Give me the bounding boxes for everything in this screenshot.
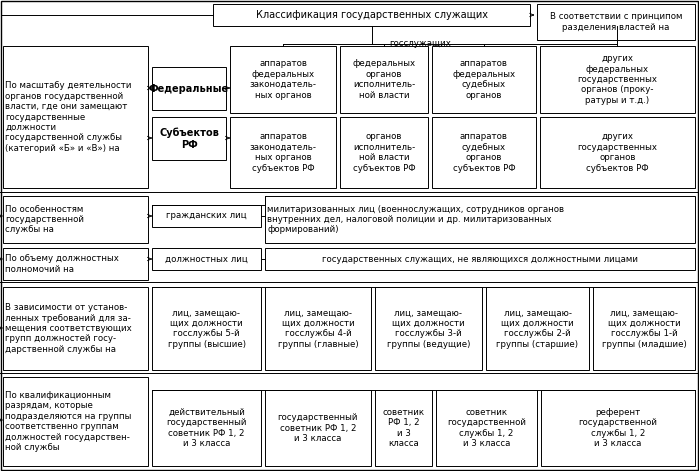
Bar <box>265 196 695 243</box>
Bar <box>3 287 148 370</box>
Bar <box>3 46 148 188</box>
Text: По объему должностных
полномочий на: По объему должностных полномочий на <box>5 254 119 274</box>
Text: других
федеральных
государственных
органов (проку-
ратуры и т.д.): других федеральных государственных орган… <box>577 54 658 105</box>
Bar <box>3 248 148 280</box>
Text: действительный
государственный
советник РФ 1, 2
и 3 класса: действительный государственный советник … <box>166 408 247 448</box>
Text: органов
исполнитель-
ной власти
субъектов РФ: органов исполнитель- ной власти субъекто… <box>353 132 415 172</box>
Text: Федеральные: Федеральные <box>149 83 229 94</box>
Bar <box>540 117 695 188</box>
Bar <box>3 377 148 466</box>
Bar <box>3 196 148 243</box>
Bar <box>152 67 226 110</box>
Bar <box>152 205 261 227</box>
Text: лиц, замещаю-
щих должности
госслужбы 4-й
группы (главные): лиц, замещаю- щих должности госслужбы 4-… <box>278 309 359 349</box>
Text: милитаризованных лиц (военнослужащих, сотрудников органов
внутренних дел, налого: милитаризованных лиц (военнослужащих, со… <box>267 204 564 235</box>
Bar <box>265 390 371 466</box>
Text: референт
государственной
службы 1, 2
и 3 класса: референт государственной службы 1, 2 и 3… <box>579 408 658 448</box>
Text: государственный
советник РФ 1, 2
и 3 класса: государственный советник РФ 1, 2 и 3 кла… <box>278 413 359 443</box>
Text: лиц, замещаю-
щих должности
госслужбы 2-й
группы (старшие): лиц, замещаю- щих должности госслужбы 2-… <box>496 309 579 349</box>
Text: Субъектов
РФ: Субъектов РФ <box>159 128 219 150</box>
Text: В соответствии с принципом
разделения властей на: В соответствии с принципом разделения вл… <box>549 12 682 32</box>
Text: госслужащих: госслужащих <box>389 40 451 49</box>
Text: аппаратов
федеральных
законодатель-
ных органов: аппаратов федеральных законодатель- ных … <box>250 59 317 99</box>
Text: Классификация государственных служащих: Классификация государственных служащих <box>256 10 487 20</box>
Bar <box>375 390 432 466</box>
Bar <box>213 4 530 26</box>
Text: лиц, замещаю-
щих должности
госслужбы 3-й
группы (ведущие): лиц, замещаю- щих должности госслужбы 3-… <box>387 309 470 349</box>
Text: государственных служащих, не являющихся должностными лицами: государственных служащих, не являющихся … <box>322 254 638 263</box>
Bar <box>265 287 371 370</box>
Bar <box>152 248 261 270</box>
Bar <box>537 4 695 40</box>
Text: других
государственных
органов
субъектов РФ: других государственных органов субъектов… <box>577 132 658 172</box>
Text: В зависимости от установ-
ленных требований для за-
мещения соответствующих
груп: В зависимости от установ- ленных требова… <box>5 303 131 354</box>
Bar <box>152 117 226 160</box>
Text: советник
государственной
службы 1, 2
и 3 класса: советник государственной службы 1, 2 и 3… <box>447 408 526 448</box>
Bar <box>540 46 695 113</box>
Bar <box>375 287 482 370</box>
Bar <box>593 287 695 370</box>
Text: аппаратов
федеральных
судебных
органов: аппаратов федеральных судебных органов <box>452 59 516 99</box>
Text: По квалификационным
разрядам, которые
подразделяются на группы
соответственно гр: По квалификационным разрядам, которые по… <box>5 391 131 452</box>
Bar <box>432 117 536 188</box>
Text: лиц, замещаю-
щих должности
госслужбы 5-й
группы (высшие): лиц, замещаю- щих должности госслужбы 5-… <box>168 309 245 349</box>
Bar <box>265 248 695 270</box>
Bar <box>230 117 336 188</box>
Bar <box>340 117 428 188</box>
Text: гражданских лиц: гражданских лиц <box>166 211 247 220</box>
Text: аппаратов
законодатель-
ных органов
субъектов РФ: аппаратов законодатель- ных органов субъ… <box>250 132 317 172</box>
Text: должностных лиц: должностных лиц <box>165 254 248 263</box>
Bar <box>541 390 695 466</box>
Bar <box>432 46 536 113</box>
Bar <box>340 46 428 113</box>
Text: лиц, замещаю-
щих должности
госслужбы 1-й
группы (младшие): лиц, замещаю- щих должности госслужбы 1-… <box>602 309 686 349</box>
Bar <box>486 287 589 370</box>
Bar <box>152 287 261 370</box>
Text: советник
РФ 1, 2
и 3
класса: советник РФ 1, 2 и 3 класса <box>382 408 424 448</box>
Text: По особенностям
государственной
службы на: По особенностям государственной службы н… <box>5 204 84 235</box>
Text: федеральных
органов
исполнитель-
ной власти: федеральных органов исполнитель- ной вла… <box>352 59 416 99</box>
Text: аппаратов
судебных
органов
субъектов РФ: аппаратов судебных органов субъектов РФ <box>453 132 515 172</box>
Bar <box>230 46 336 113</box>
Bar <box>436 390 537 466</box>
Bar <box>152 390 261 466</box>
Text: По масштабу деятельности
органов государственной
власти, где они замещают
госуда: По масштабу деятельности органов государ… <box>5 81 131 153</box>
